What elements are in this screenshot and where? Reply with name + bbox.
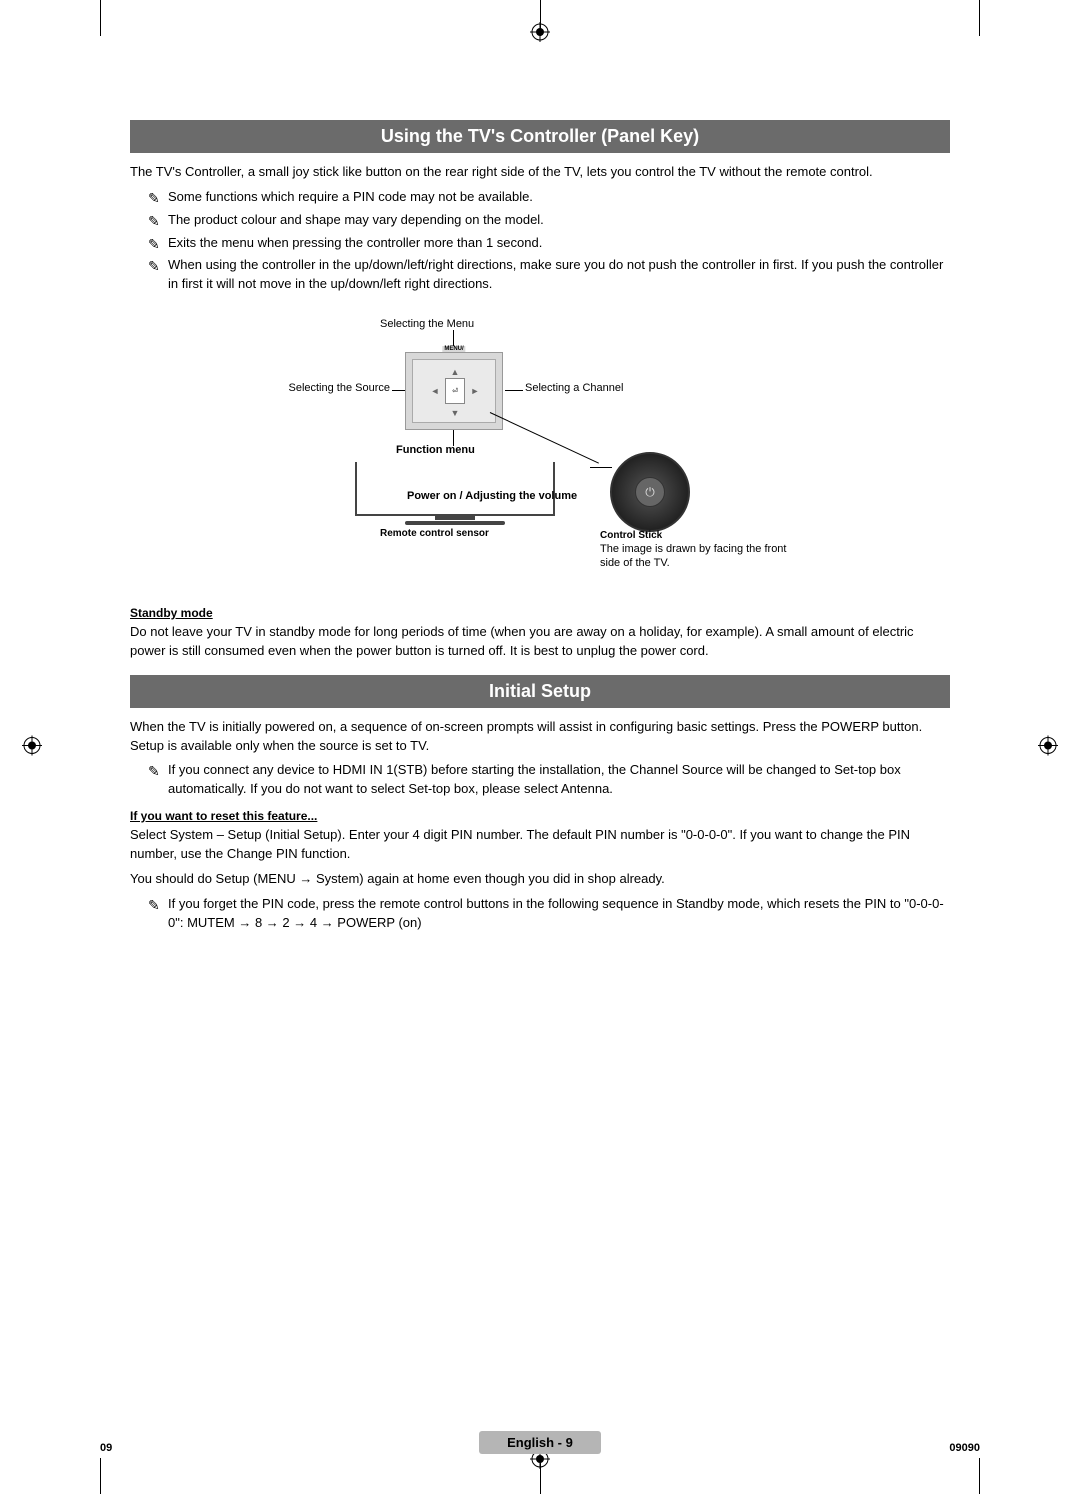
- controller-panel: MENU/ ▲ ▼ ◄ ► ⏎: [405, 352, 503, 430]
- crop-mark: [100, 0, 101, 36]
- registration-mark-icon: [1038, 736, 1058, 759]
- crop-mark: [100, 1458, 101, 1494]
- diagram-label-menu: Selecting the Menu: [380, 318, 474, 330]
- section-header-controller: Using the TV's Controller (Panel Key): [130, 120, 950, 153]
- power-icon: ⏻: [635, 477, 665, 507]
- diagram-label-control-stick: Control Stick: [600, 530, 662, 541]
- note-item: When using the controller in the up/down…: [148, 256, 950, 294]
- leader-line: [392, 390, 406, 391]
- registration-mark-icon: [530, 22, 550, 45]
- section-header-initial-setup: Initial Setup: [130, 675, 950, 708]
- joystick-icon: ⏻: [610, 452, 690, 532]
- controller-diagram: Selecting the Menu Selecting the Source …: [280, 312, 800, 592]
- footer-right-code: 09090: [949, 1442, 980, 1454]
- leader-line: [590, 467, 612, 468]
- note-item: Some functions which require a PIN code …: [148, 188, 950, 207]
- crop-mark: [979, 0, 980, 36]
- registration-mark-icon: [22, 736, 42, 759]
- setup-intro: When the TV is initially powered on, a s…: [130, 718, 950, 756]
- arrow-right-icon: ►: [467, 384, 483, 398]
- page-footer: English - 9: [0, 1431, 1080, 1454]
- diagram-label-sensor: Remote control sensor: [380, 528, 489, 539]
- page-number-label: English - 9: [479, 1431, 601, 1454]
- page-content: Using the TV's Controller (Panel Key) Th…: [130, 120, 950, 936]
- notes-list: Some functions which require a PIN code …: [130, 188, 950, 294]
- tv-base: [405, 521, 505, 525]
- standby-text: Do not leave your TV in standby mode for…: [130, 623, 950, 661]
- arrow-left-icon: ◄: [427, 384, 443, 398]
- setup-notes: If you connect any device to HDMI IN 1(S…: [130, 761, 950, 799]
- dpad-center-icon: ⏎: [445, 378, 465, 404]
- tv-stand: [435, 516, 475, 520]
- tv-frame: [355, 462, 555, 516]
- diagram-label-channel: Selecting a Channel: [525, 382, 623, 394]
- standby-heading: Standby mode: [130, 606, 950, 620]
- note-item: The product colour and shape may vary de…: [148, 211, 950, 230]
- reset-text: Select System – Setup (Initial Setup). E…: [130, 826, 950, 864]
- reset-text-2: You should do Setup (MENU → System) agai…: [130, 870, 950, 889]
- note-item: If you connect any device to HDMI IN 1(S…: [148, 761, 950, 799]
- crop-mark: [979, 1458, 980, 1494]
- leader-line: [505, 390, 523, 391]
- arrow-up-icon: ▲: [447, 365, 463, 379]
- panel-text-menu: MENU/: [442, 346, 465, 352]
- controller-inner: ▲ ▼ ◄ ► ⏎: [412, 359, 496, 423]
- note-item: Exits the menu when pressing the control…: [148, 234, 950, 253]
- diagram-caption: The image is drawn by facing the front s…: [600, 542, 800, 571]
- diagram-label-function: Function menu: [396, 444, 475, 456]
- intro-text: The TV's Controller, a small joy stick l…: [130, 163, 950, 182]
- pin-reset-notes: If you forget the PIN code, press the re…: [130, 895, 950, 933]
- diagram-label-power: Power on / Adjusting the volume: [407, 490, 577, 502]
- arrow-down-icon: ▼: [447, 406, 463, 420]
- reset-heading: If you want to reset this feature...: [130, 809, 950, 823]
- diagram-label-source: Selecting the Source: [280, 382, 390, 394]
- leader-line: [490, 412, 599, 464]
- note-item: If you forget the PIN code, press the re…: [148, 895, 950, 933]
- footer-left-code: 09: [100, 1442, 112, 1454]
